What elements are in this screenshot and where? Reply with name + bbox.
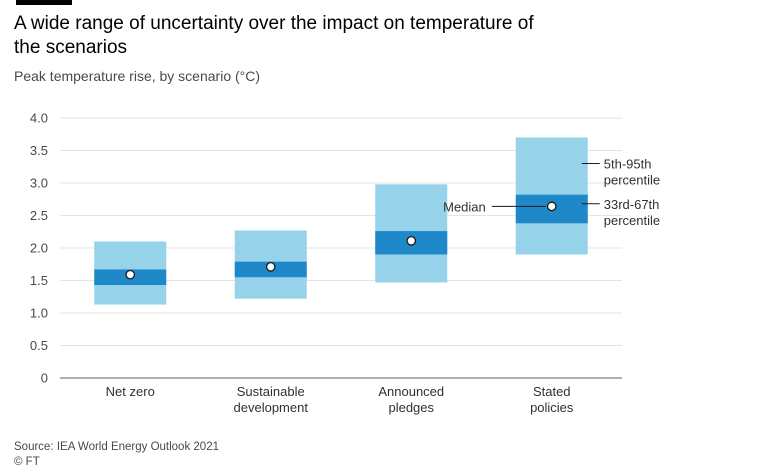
y-tick-label: 3.0 xyxy=(30,176,48,191)
y-tick-label: 2.0 xyxy=(30,241,48,256)
category-label: Net zero xyxy=(106,384,155,399)
y-tick-label: 1.5 xyxy=(30,273,48,288)
outer-band-label: 5th-95th xyxy=(604,157,652,172)
scenario-range xyxy=(234,230,307,299)
x-axis: Net zero SustainabledevelopmentAnnouncedp… xyxy=(106,384,574,415)
inner-band-label: percentile xyxy=(604,213,660,228)
y-tick-label: 3.5 xyxy=(30,143,48,158)
y-axis: 0 0.5 1.0 1.5 2.0 2.5 3.0 3.5 4.0 xyxy=(30,111,48,386)
scenario-range xyxy=(375,184,448,283)
median-label: Median xyxy=(443,199,486,214)
credit-note: © FT xyxy=(14,456,40,468)
y-tick-label: 4.0 xyxy=(30,111,48,126)
chart-subtitle: Peak temperature rise, by scenario (°C) xyxy=(14,68,261,84)
source-note: Source: IEA World Energy Outlook 2021 xyxy=(14,441,219,453)
scenario-range xyxy=(515,137,588,255)
category-label: development xyxy=(234,400,309,415)
y-tick-label: 0.5 xyxy=(30,338,48,353)
category-label: policies xyxy=(530,400,574,415)
legend-annotations: Median5th-95thpercentile33rd-67thpercent… xyxy=(443,157,660,228)
median-point xyxy=(546,201,557,212)
outer-band-label: percentile xyxy=(604,173,660,188)
category-label: pledges xyxy=(388,400,434,415)
median-point xyxy=(125,269,136,280)
median-point xyxy=(265,261,276,272)
inner-band-label: 33rd-67th xyxy=(604,197,660,212)
chart-title: A wide range of uncertainty over the imp… xyxy=(14,13,534,58)
category-label: Announced xyxy=(378,384,444,399)
scenario-range xyxy=(94,241,167,305)
y-tick-label: 1.0 xyxy=(30,306,48,321)
category-label: Sustainable xyxy=(237,384,305,399)
y-tick-label: 0 xyxy=(41,371,48,386)
y-tick-label: 2.5 xyxy=(30,208,48,223)
category-label: Stated xyxy=(533,384,571,399)
brand-bar xyxy=(16,0,72,5)
scenario-ranges xyxy=(94,137,588,305)
median-point xyxy=(406,236,417,246)
